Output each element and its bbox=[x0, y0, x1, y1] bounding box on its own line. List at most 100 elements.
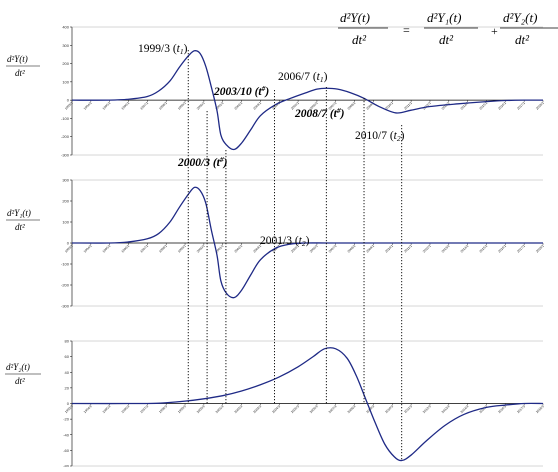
x-tick-label: 1999/1 bbox=[177, 404, 187, 414]
event-annotation: 2006/7 (t1) bbox=[278, 71, 328, 84]
x-tick-label: 2013/1 bbox=[441, 404, 451, 414]
y-tick-label: -300 bbox=[61, 153, 70, 158]
eq-equals: = bbox=[403, 23, 410, 37]
x-tick-label: 2008/1 bbox=[347, 244, 357, 254]
y-tick-label: 200 bbox=[62, 199, 69, 204]
y-tick-label: -300 bbox=[61, 304, 70, 309]
y-tick-label: -40 bbox=[63, 432, 70, 437]
x-tick-label: 2001/1 bbox=[215, 404, 225, 414]
x-tick-label: 1996/1 bbox=[121, 101, 131, 111]
x-tick-label: 2000/1 bbox=[196, 404, 206, 414]
x-tick-label: 1998/1 bbox=[158, 101, 168, 111]
y-tick-label: -200 bbox=[61, 283, 70, 288]
x-tick-label: 1994/1 bbox=[83, 101, 93, 111]
y-tick-label: -80 bbox=[63, 464, 70, 468]
event-annotation: 2010/7 (t2) bbox=[355, 130, 405, 143]
eq-plus: + bbox=[491, 24, 498, 38]
x-tick-label: 2017/1 bbox=[516, 244, 526, 254]
x-tick-label: 1995/1 bbox=[102, 244, 112, 254]
x-tick-label: 2012/1 bbox=[422, 404, 432, 414]
x-tick-label: 1999/1 bbox=[177, 101, 187, 111]
x-tick-label: 2012/1 bbox=[422, 244, 432, 254]
x-tick-label: 2018/1 bbox=[535, 244, 545, 254]
x-tick-label: 1996/1 bbox=[121, 404, 131, 414]
x-tick-label: 2016/1 bbox=[497, 244, 507, 254]
x-tick-label: 1997/1 bbox=[139, 101, 149, 111]
eq-term2-numerator: d²Y₂(t) bbox=[503, 10, 537, 25]
equation: d²Y(t) dt² = d²Y₁(t) dt² + d²Y₂(t) dt² bbox=[338, 10, 558, 47]
panel2-ylabel: d²Y₁(t) dt² bbox=[6, 208, 40, 232]
x-tick-label: 2017/1 bbox=[516, 101, 526, 111]
x-tick-label: 2011/1 bbox=[403, 404, 413, 414]
x-tick-label: 2008/1 bbox=[347, 101, 357, 111]
y-tick-label: 300 bbox=[62, 178, 69, 183]
x-tick-label: 2011/1 bbox=[403, 101, 413, 111]
event-annotations: 1999/3 (t1)2000/3 (t#)2003/10 (t#)2006/7… bbox=[138, 43, 405, 248]
x-tick-label: 2013/1 bbox=[441, 244, 451, 254]
y-tick-label: 60 bbox=[65, 354, 70, 359]
x-tick-label: 2010/1 bbox=[384, 244, 394, 254]
x-tick-label: 2017/1 bbox=[516, 404, 526, 414]
y-tick-label: -20 bbox=[63, 417, 70, 422]
x-tick-label: 1994/1 bbox=[83, 244, 93, 254]
eq-lhs-numerator: d²Y(t) bbox=[340, 10, 370, 25]
y-tick-label: 400 bbox=[62, 25, 69, 30]
x-tick-label: 1998/1 bbox=[158, 404, 168, 414]
x-tick-label: 2007/1 bbox=[328, 404, 338, 414]
event-annotation: 2000/3 (t#) bbox=[177, 155, 228, 169]
x-tick-label: 1998/1 bbox=[158, 244, 168, 254]
x-tick-label: 1995/1 bbox=[102, 404, 112, 414]
eq-term1-numerator: d²Y₁(t) bbox=[427, 10, 461, 25]
x-tick-label: 2014/1 bbox=[460, 244, 470, 254]
x-tick-label: 2004/1 bbox=[271, 404, 281, 414]
y-tick-label: 20 bbox=[65, 385, 70, 390]
panel3-ylabel: d²Y₂(t) dt² bbox=[5, 362, 41, 386]
eq-term2-denominator: dt² bbox=[515, 32, 530, 47]
x-tick-label: 1997/1 bbox=[139, 244, 149, 254]
panel3-series-line bbox=[72, 348, 543, 461]
x-tick-label: 1997/1 bbox=[139, 404, 149, 414]
x-tick-label: 2002/1 bbox=[234, 101, 244, 111]
x-tick-label: 2000/1 bbox=[196, 244, 206, 254]
event-annotation: 2008/7 (t#) bbox=[294, 106, 345, 120]
y-tick-label: 100 bbox=[62, 220, 69, 225]
y-tick-label: -60 bbox=[63, 448, 70, 453]
x-tick-label: 2000/1 bbox=[196, 101, 206, 111]
x-tick-label: 1994/1 bbox=[83, 404, 93, 414]
panel3-ylabel-numerator: d²Y₂(t) bbox=[6, 362, 30, 372]
y-tick-label: -100 bbox=[61, 262, 70, 267]
x-tick-label: 2008/1 bbox=[347, 404, 357, 414]
x-tick-label: 2012/1 bbox=[422, 101, 432, 111]
x-tick-label: 2018/1 bbox=[535, 404, 545, 414]
x-tick-label: 1993/1 bbox=[64, 404, 74, 414]
x-tick-label: 2009/1 bbox=[365, 244, 375, 254]
x-tick-label: 2006/1 bbox=[309, 244, 319, 254]
x-tick-label: 2007/1 bbox=[328, 244, 338, 254]
x-tick-label: 2010/1 bbox=[384, 404, 394, 414]
y-tick-label: 200 bbox=[62, 61, 69, 66]
eq-lhs-denominator: dt² bbox=[352, 32, 367, 47]
eq-term1-denominator: dt² bbox=[439, 32, 454, 47]
x-tick-label: 1993/1 bbox=[64, 244, 74, 254]
x-tick-label: 2005/1 bbox=[290, 404, 300, 414]
event-annotation: 1999/3 (t1) bbox=[138, 43, 188, 56]
x-tick-label: 1999/1 bbox=[177, 244, 187, 254]
panel1-ylabel-denominator: dt² bbox=[15, 68, 25, 78]
y-tick-label: 40 bbox=[65, 370, 70, 375]
y-tick-label: -200 bbox=[61, 134, 70, 139]
x-tick-label: 1996/1 bbox=[121, 244, 131, 254]
event-annotation: 2001/3 (t2) bbox=[260, 235, 310, 248]
x-tick-label: 1995/1 bbox=[102, 101, 112, 111]
x-tick-label: 2006/1 bbox=[309, 404, 319, 414]
y-tick-label: 300 bbox=[62, 43, 69, 48]
x-tick-label: 2018/1 bbox=[535, 101, 545, 111]
y-tick-label: 80 bbox=[65, 339, 70, 344]
y-tick-label: -100 bbox=[61, 116, 70, 121]
x-tick-label: 2015/1 bbox=[478, 244, 488, 254]
x-tick-label: 1993/1 bbox=[64, 101, 74, 111]
x-tick-label: 2002/1 bbox=[234, 404, 244, 414]
panel2-ylabel-numerator: d²Y₁(t) bbox=[7, 208, 31, 218]
